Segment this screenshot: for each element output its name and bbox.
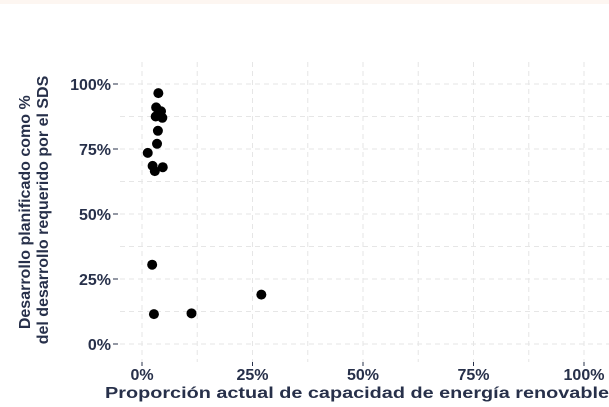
y-axis-label-line-2: del desarrollo requerido por el SDS (35, 75, 52, 344)
y-axis-label: Desarrollo planificado como % del desarr… (17, 75, 52, 344)
x-axis-ticks: 0% 25% 50% 75% 100% (130, 362, 604, 384)
y-tick-label: 100% (70, 77, 111, 94)
y-tick-label: 75% (79, 142, 111, 159)
scatter-point (157, 112, 168, 123)
y-axis-label-line-1: Desarrollo planificado como % (17, 95, 34, 329)
y-axis-ticks: 0% 25% 50% 75% 100% (70, 77, 118, 354)
scatter-point (149, 166, 160, 177)
data-points (142, 88, 267, 320)
scatter-point (256, 289, 267, 300)
x-tick-label: 0% (130, 367, 153, 384)
chart-panel (0, 4, 609, 407)
x-tick-label: 25% (236, 367, 268, 384)
scatter-point (153, 88, 164, 99)
scatter-point (147, 259, 158, 270)
scatter-point (142, 147, 153, 158)
scatter-point (157, 162, 168, 173)
y-tick-label: 50% (79, 207, 111, 224)
x-tick-label: 50% (347, 367, 379, 384)
x-tick-label: 100% (564, 367, 605, 384)
scatter-point (152, 138, 163, 149)
grid-lines (120, 62, 609, 362)
y-tick-label: 25% (79, 272, 111, 289)
y-tick-label: 0% (88, 337, 111, 354)
x-axis-label: Proporción actual de capacidad de energí… (105, 385, 609, 402)
scatter-point (148, 309, 159, 320)
scatter-point (186, 308, 197, 319)
x-tick-label: 75% (457, 367, 489, 384)
scatter-point (152, 125, 163, 136)
